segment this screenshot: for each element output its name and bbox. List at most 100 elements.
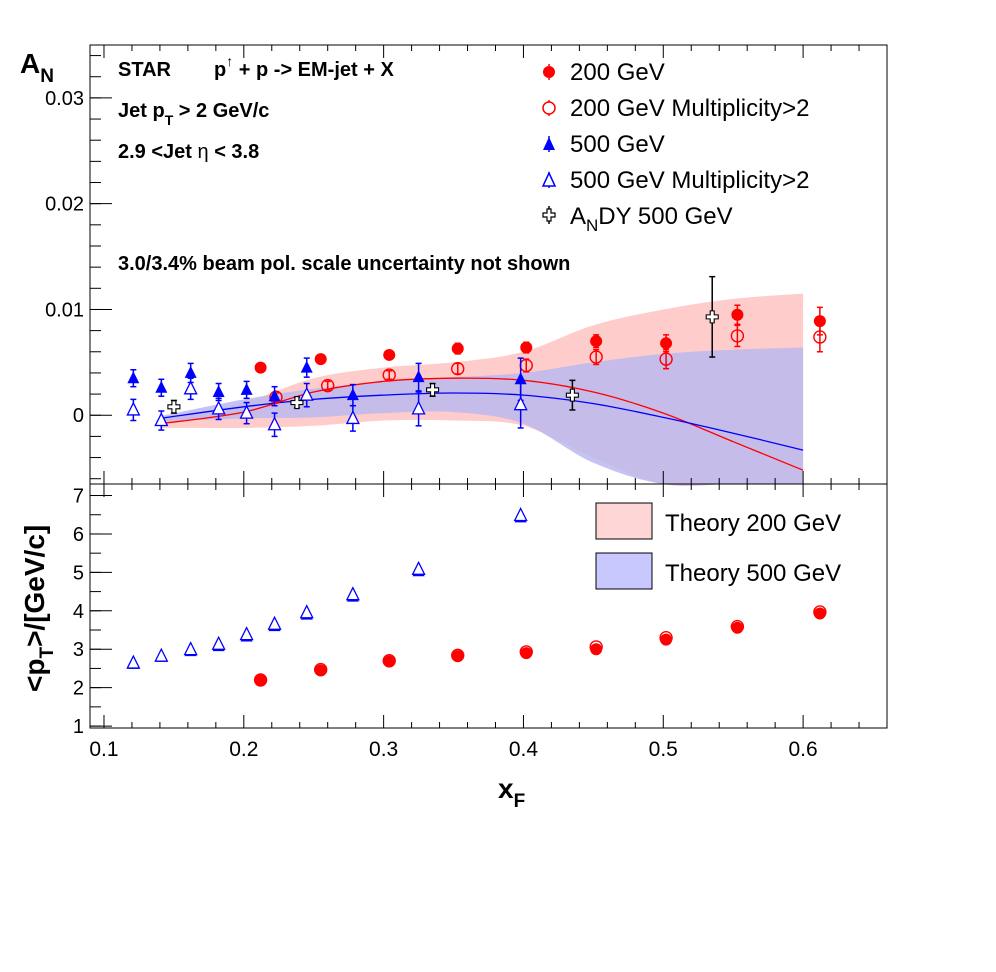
bottom-y-tick-label: 1 (73, 716, 84, 738)
pt-point-filled-circle (451, 650, 464, 663)
pt-point-open-triangle (239, 626, 254, 641)
data-point-open-triangle (183, 380, 198, 395)
bottom-plot-frame (89, 483, 888, 729)
pt-point-filled-circle (731, 621, 744, 634)
top-y-tick-label: 0.01 (45, 299, 84, 321)
pt-point-open-circle (253, 673, 268, 687)
data-point-open-cross (167, 400, 181, 414)
legend-item-200gev-mult: 200 GeV Multiplicity>2 (542, 95, 809, 122)
top-y-tick-label: 0.03 (45, 88, 84, 110)
pt-point-open-circle (730, 619, 745, 634)
data-point-open-circle (382, 368, 396, 382)
legend-filled-circle-icon (543, 66, 555, 78)
svg-text:200 GeV: 200 GeV (570, 59, 665, 86)
top-panel: 0 0.01 0.02 0.03 AN STAR p↑ + p -> EM-jet + … (20, 44, 888, 486)
x-axis-label: xF (498, 773, 525, 812)
x-tick-label: 0.4 (509, 738, 539, 761)
bottom-y-tick-label: 5 (73, 562, 84, 584)
legend-filled-triangle-icon (543, 137, 555, 150)
pt-point-open-triangle (513, 507, 528, 522)
data-point-open-triangle (345, 409, 360, 425)
svg-text:500 GeV: 500 GeV (570, 131, 665, 158)
annotation-beam-pol: 3.0/3.4% beam pol. scale uncertainty not… (118, 253, 570, 275)
top-data-points (126, 275, 827, 438)
x-tick-label: 0.6 (789, 738, 818, 761)
data-point-filled-circle (731, 308, 744, 321)
data-point-open-cross (565, 388, 579, 402)
pt-point-open-circle (314, 662, 328, 677)
svg-text:Theory 500 GeV: Theory 500 GeV (665, 560, 841, 587)
annotation-line-1: STAR p↑ + p -> EM-jet + X (118, 53, 394, 81)
bottom-y-tick-label: 2 (73, 678, 84, 700)
legend-item-theory-500: Theory 500 GeV (595, 552, 841, 590)
data-point-open-cross (426, 383, 440, 397)
data-point-filled-triangle (412, 370, 425, 383)
pt-point-open-circle (659, 631, 673, 645)
pt-point-open-triangle (126, 654, 141, 669)
data-point-open-triangle (411, 400, 426, 415)
theory-curve-200 (159, 377, 804, 471)
pt-point-filled-circle (383, 655, 396, 668)
pt-point-open-triangle (267, 615, 282, 630)
theory-band-500 (159, 347, 804, 486)
data-point-filled-circle (660, 337, 673, 350)
pt-point-open-triangle (345, 586, 360, 601)
top-y-tick-label: 0 (73, 405, 84, 427)
bottom-y-tick-label: 6 (73, 524, 84, 546)
annotation-line-2: Jet pT > 2 GeV/c (118, 100, 269, 128)
data-point-filled-triangle (127, 371, 140, 384)
data-point-open-cross (705, 310, 719, 324)
data-point-filled-circle (451, 342, 464, 355)
pt-point-open-triangle (154, 647, 169, 662)
svg-text:200 GeV Multiplicity>2: 200 GeV Multiplicity>2 (570, 95, 809, 122)
legend-theory-200-swatch (595, 502, 653, 540)
pt-point-filled-circle (314, 664, 327, 677)
svg-text:500 GeV Multiplicity>2: 500 GeV Multiplicity>2 (570, 167, 809, 194)
pt-point-open-circle (813, 605, 827, 619)
pt-point-open-circle (589, 640, 603, 654)
data-point-open-circle (269, 390, 283, 404)
data-point-open-triangle (211, 400, 226, 415)
data-point-open-triangle (239, 404, 254, 419)
bottom-legend: Theory 200 GeV Theory 500 GeV (595, 502, 841, 590)
data-point-filled-circle (590, 335, 603, 348)
pt-point-filled-circle (254, 674, 267, 687)
pt-point-open-triangle (183, 641, 198, 656)
x-tick-label: 0.2 (229, 738, 258, 761)
bottom-y-tick-label: 7 (73, 486, 84, 508)
data-point-filled-triangle (240, 382, 253, 395)
theory-bands (159, 293, 804, 486)
data-point-filled-triangle (268, 389, 281, 402)
star-annotation: STAR p↑ + p -> EM-jet + X Jet pT > 2 GeV/… (118, 53, 570, 275)
data-point-open-triangle (299, 386, 314, 401)
data-point-open-cross (290, 395, 304, 410)
legend-item-theory-200: Theory 200 GeV (595, 502, 841, 540)
data-point-open-triangle (126, 401, 141, 416)
pt-point-open-circle (382, 654, 396, 668)
bottom-data-points (126, 507, 827, 687)
legend-open-circle-icon (542, 101, 556, 115)
data-point-filled-circle (520, 341, 533, 354)
x-tick-label: 0.1 (89, 738, 118, 761)
x-tick-label: 0.5 (649, 738, 678, 761)
bottom-panel: 1 2 3 4 5 6 7 0.1 0.2 0.3 0.4 0.5 0.6 Theory 200 GeV… (19, 483, 888, 812)
pt-point-open-triangle (411, 560, 426, 575)
annotation-line-3: 2.9 <Jet η < 3.8 (118, 141, 259, 163)
pt-point-open-circle (519, 645, 533, 659)
pt-point-filled-circle (520, 647, 533, 660)
data-point-open-circle (589, 350, 603, 364)
data-point-filled-circle (383, 348, 396, 361)
bottom-y-tick-label: 4 (73, 601, 84, 623)
data-point-filled-triangle (155, 380, 168, 393)
data-point-open-circle (321, 378, 335, 393)
legend-theory-500-swatch (595, 552, 653, 590)
data-point-open-circle (813, 330, 827, 344)
svg-text:ANDY 500 GeV: ANDY 500 GeV (570, 203, 733, 235)
top-axis-ticks: 0 0.01 0.02 0.03 (45, 45, 860, 484)
pt-point-open-triangle (299, 604, 314, 619)
data-point-open-circle (451, 361, 465, 376)
bottom-y-axis-label: <pT>/[GeV/c] (19, 525, 58, 692)
pt-point-open-triangle (211, 635, 226, 650)
legend-item-500gev-mult: 500 GeV Multiplicity>2 (541, 167, 809, 194)
